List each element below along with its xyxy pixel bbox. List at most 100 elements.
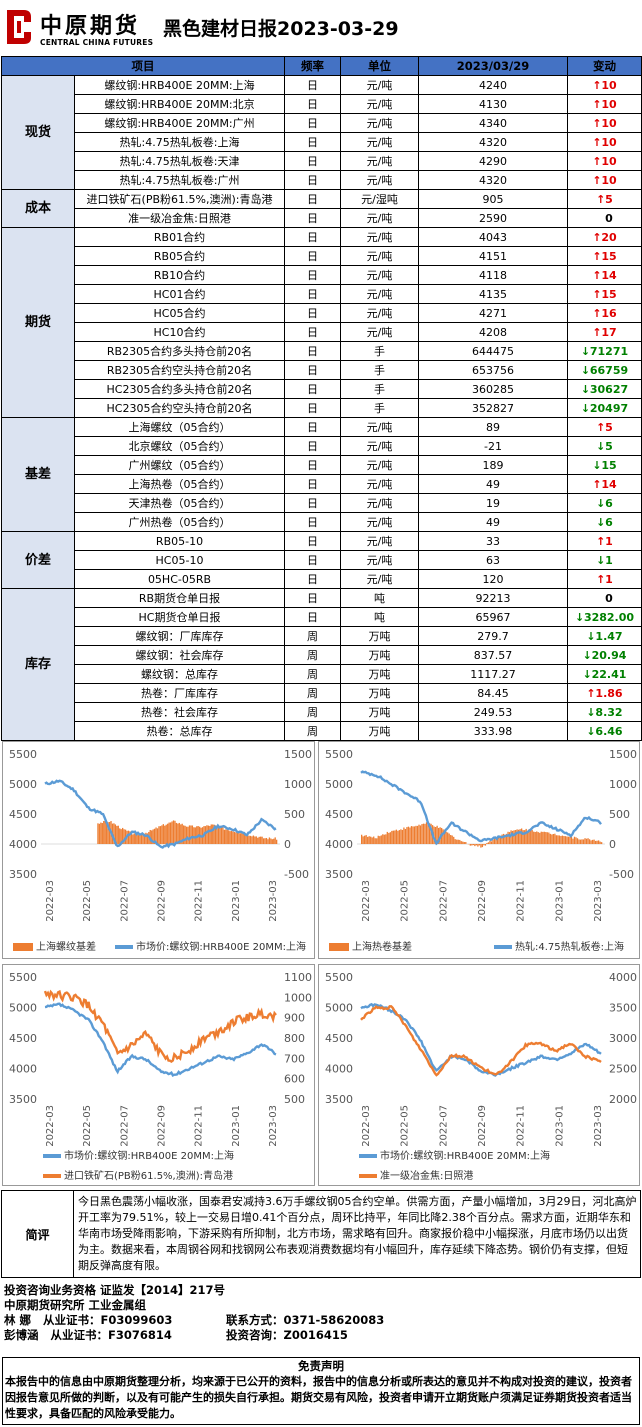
cost-line: [360, 1005, 602, 1077]
change-value: 71271: [589, 344, 629, 358]
price-line: [44, 779, 277, 849]
unit-cell: 元/吨: [340, 94, 419, 114]
logo-en-text: CENTRAL CHINA FUTURES: [40, 38, 154, 47]
arrow-down-icon: ↓: [580, 401, 591, 415]
basis-bar: [404, 828, 407, 844]
value-cell: 4340: [418, 113, 568, 133]
arrow-up-icon: ↑: [592, 78, 602, 92]
unit-cell: 元/吨: [340, 512, 419, 532]
table-row: 天津热卷（05合约）日元/吨 19 ↓6: [2, 493, 642, 513]
arrow-down-icon: ↓: [592, 458, 602, 472]
change-value: 0: [605, 591, 613, 605]
basis-bar: [499, 835, 502, 844]
basis-bar: [187, 826, 189, 844]
y-right-tick-label: 500: [284, 808, 305, 821]
basis-bar: [370, 836, 372, 844]
basis-bar: [116, 825, 118, 844]
basis-bar: [536, 831, 538, 844]
contact-block: 投资咨询业务资格 证监发【2014】217号 中原期货研究所 工业金属组 林 娜…: [4, 1283, 640, 1343]
basis-bar: [594, 840, 597, 844]
basis-bar: [587, 838, 589, 844]
basis-bar: [590, 840, 592, 844]
arrow-up-icon: ↑: [586, 686, 596, 700]
arrow-down-icon: ↓: [580, 363, 591, 377]
x-tick-label: 2022-07: [438, 1105, 449, 1147]
table-row: 螺纹钢:HRB400E 20MM:广州日元/吨 4340 ↑10: [2, 113, 642, 133]
basis-bar: [175, 822, 178, 844]
basis-bar: [511, 830, 514, 844]
basis-bar: [502, 833, 505, 844]
freq-cell: 日: [284, 303, 341, 323]
basis-bar: [406, 827, 408, 844]
table-row: HC01合约日元/吨 4135 ↑15: [2, 284, 642, 304]
arrow-down-icon: ↓: [580, 382, 591, 396]
commentary-text: 今日黑色震荡小幅收涨，国泰君安减持3.6万手螺纹钢05合约空单。供需方面，产量小…: [78, 1195, 637, 1272]
y-left-tick-label: 5500: [9, 748, 37, 761]
basis-bar: [528, 829, 530, 844]
item-name-cell: HC2305合约多头持仓前20名: [74, 379, 285, 399]
commentary-label: 简评: [2, 1191, 74, 1277]
y-left-tick-label: 5500: [325, 748, 353, 761]
arrow-up-icon: ↑: [592, 325, 602, 339]
basis-bar: [241, 833, 243, 844]
change-value: 17: [601, 325, 617, 339]
basis-bar: [100, 822, 102, 844]
unit-cell: 元/吨: [340, 322, 419, 342]
x-tick-label: 2022-07: [119, 1105, 130, 1147]
analyst-row-1: 林 娜 从业证书：F03099603 联系方式：0371-58620083: [4, 1313, 640, 1328]
basis-bar: [139, 833, 141, 844]
basis-bar: [223, 829, 225, 844]
basis-bar: [490, 841, 493, 844]
table-row: HC期货仓单日报日吨 65967 ↓3282.00: [2, 607, 642, 627]
basis-bar: [525, 828, 527, 844]
basis-bar: [465, 842, 467, 844]
basis-bar: [513, 830, 515, 844]
value-cell: 4290: [418, 151, 568, 171]
price-line: [360, 770, 602, 846]
change-value: 10: [601, 154, 617, 168]
basis-bar: [188, 825, 191, 844]
basis-bar: [249, 835, 252, 844]
basis-bar: [508, 832, 511, 844]
basis-bar: [434, 826, 437, 844]
table-row: 热轧:4.75热轧板卷:广州日元/吨 4320 ↑10: [2, 170, 642, 190]
category-cell: 基差: [1, 417, 75, 532]
change-value: 5: [605, 192, 613, 206]
basis-bar: [377, 835, 379, 844]
basis-bar: [442, 829, 444, 844]
value-cell: 4118: [418, 265, 568, 285]
value-cell: 19: [418, 493, 568, 513]
x-tick-label: 2023-03: [268, 1105, 279, 1147]
freq-cell: 日: [284, 322, 341, 342]
basis-bar: [159, 826, 162, 844]
item-name-cell: 螺纹钢:HRB400E 20MM:北京: [74, 94, 285, 114]
basis-bar: [456, 839, 458, 844]
basis-bar: [265, 837, 268, 844]
x-tick-label: 2022-07: [438, 880, 449, 922]
y-left-tick-label: 3500: [9, 1093, 37, 1106]
basis-bar: [521, 828, 523, 844]
basis-bar: [254, 836, 256, 844]
basis-bar: [392, 830, 394, 844]
value-cell: 189: [418, 455, 568, 475]
change-cell: ↓6: [567, 493, 642, 513]
y-right-tick-label: 0: [609, 838, 616, 851]
basis-bar: [410, 826, 413, 844]
analyst-row-2: 彭博涵 从业证书：F3076814 投资咨询：Z0016415: [4, 1328, 640, 1343]
logo-mark-icon: [7, 10, 31, 44]
freq-cell: 日: [284, 493, 341, 513]
cert-id: F03099603: [100, 1313, 173, 1327]
basis-bar: [561, 835, 564, 844]
basis-bar: [267, 839, 269, 844]
basis-bar: [459, 839, 461, 844]
basis-bar: [398, 830, 401, 844]
arrow-down-icon: ↓: [586, 629, 596, 643]
freq-cell: 日: [284, 75, 341, 95]
change-value: 8.32: [595, 705, 623, 719]
basis-bar: [106, 821, 108, 844]
basis-bar: [117, 825, 119, 844]
change-cell: ↓8.32: [567, 702, 642, 722]
item-name-cell: 热卷：厂库库存: [74, 683, 285, 703]
x-tick-label: 2022-03: [361, 880, 372, 922]
basis-bar: [177, 823, 179, 844]
